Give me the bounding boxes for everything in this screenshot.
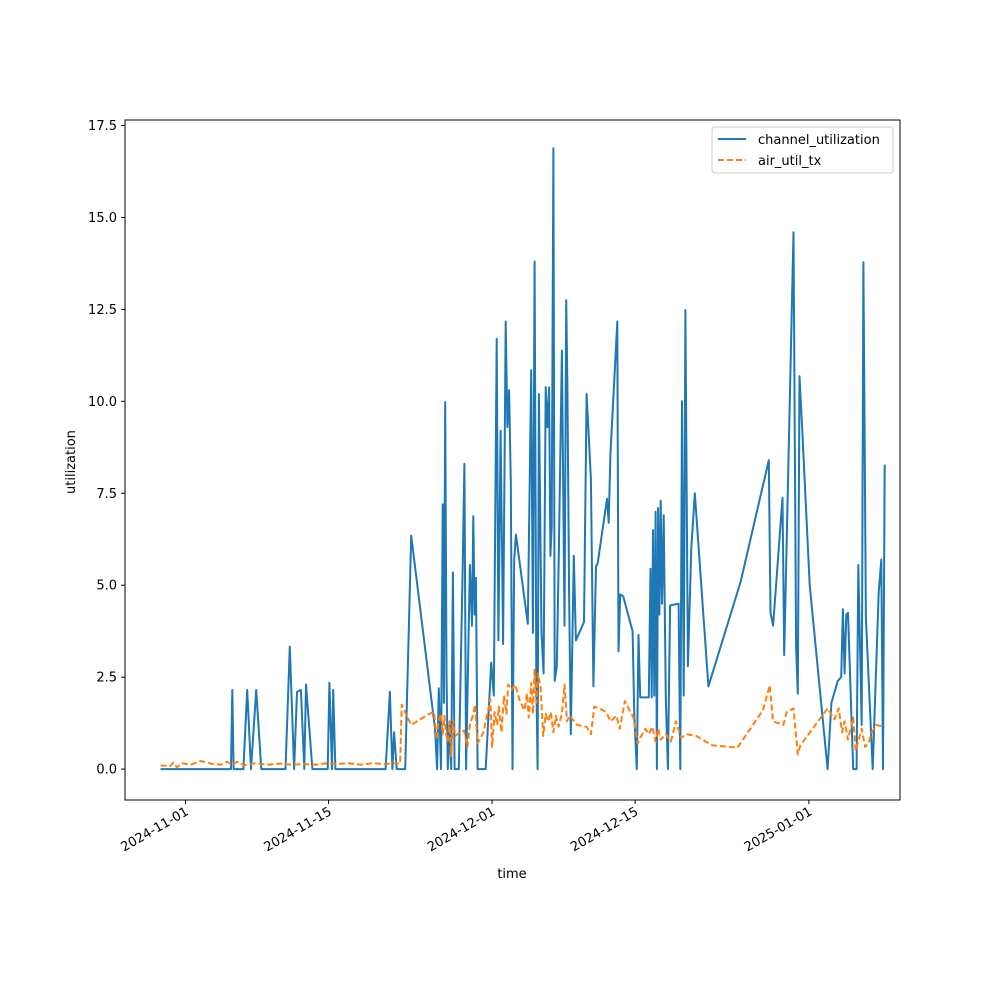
legend-frame [711, 126, 894, 174]
y-tick-label: 15.0 [88, 211, 117, 226]
legend-label-air-util-tx: air_util_tx [758, 154, 822, 169]
y-axis-label: utilization [64, 430, 79, 494]
y-tick-label: 17.5 [88, 119, 117, 134]
y-tick-label: 12.5 [88, 303, 117, 318]
series-layer [160, 147, 886, 771]
y-tick-label: 7.5 [96, 487, 117, 502]
legend-label-channel-utilization: channel_utilization [758, 133, 880, 148]
y-tick-label: 10.0 [88, 395, 117, 410]
series-line-channel-utilization [160, 147, 886, 771]
y-tick-label: 0.0 [96, 763, 117, 778]
y-tick-label: 5.0 [96, 579, 117, 594]
legend: channel_utilization air_util_tx [711, 126, 894, 174]
axes-frame [124, 119, 901, 801]
x-axis-label: time [497, 867, 526, 882]
y-tick-label: 2.5 [96, 671, 117, 686]
series-line-air-util-tx [160, 668, 885, 769]
y-axis: 0.0 2.5 5.0 7.5 10.0 12.5 15.0 17.5 [88, 119, 125, 778]
